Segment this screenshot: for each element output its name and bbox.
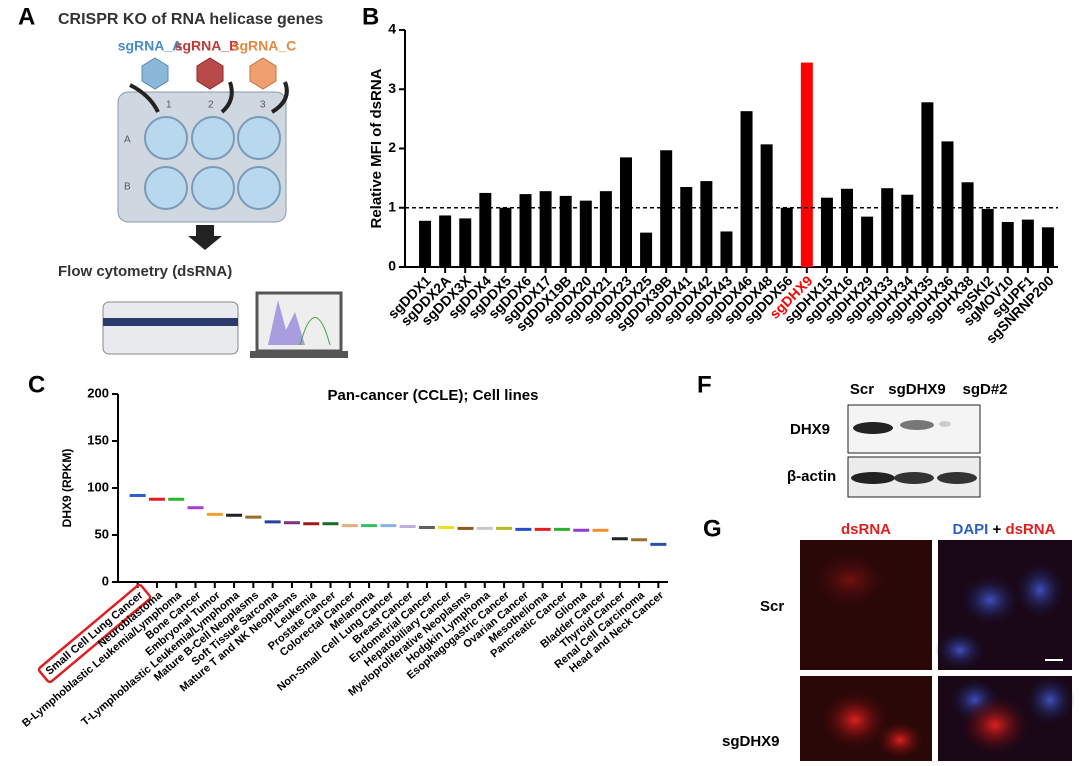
bar: [941, 141, 954, 267]
y-tick-label: 150: [87, 432, 109, 447]
bar: [419, 220, 432, 267]
panel-label: B: [362, 3, 379, 30]
bar: [660, 150, 673, 267]
readout-label: Flow cytometry (dsRNA): [58, 263, 232, 280]
blot-row-label: DHX9: [790, 421, 830, 438]
y-tick-label: 50: [95, 526, 109, 541]
bar: [861, 216, 874, 267]
panel-f: Scr sgDHX9 sgD#2 DHX9 β-actin: [787, 381, 1008, 498]
plate-row: A: [124, 135, 131, 146]
bar: [921, 102, 934, 267]
column-label: dsRNA: [841, 521, 891, 538]
lane-label: sgDHX9: [888, 381, 946, 398]
bar: [599, 191, 612, 267]
bar: [841, 188, 854, 267]
column-label-part: DAPI: [953, 521, 989, 538]
band: [853, 422, 893, 434]
bar: [439, 215, 452, 267]
bar: [559, 195, 572, 267]
bar: [1041, 227, 1054, 267]
y-tick-label: 3: [388, 80, 396, 96]
sgrna-label: sgRNA_A: [118, 38, 183, 54]
plate-column: 1: [166, 100, 172, 111]
y-tick-label: 2: [388, 139, 396, 155]
bar: [579, 200, 592, 267]
y-tick-label: 0: [388, 258, 396, 274]
band: [939, 421, 951, 427]
laptop-base: [250, 351, 348, 358]
row-label: Scr: [760, 598, 784, 615]
column-label: DAPI + dsRNA: [953, 521, 1056, 538]
blot-row-label: β-actin: [787, 468, 836, 485]
band: [894, 472, 934, 484]
plate-row: B: [124, 182, 131, 193]
bar: [760, 144, 773, 267]
bar: [961, 182, 974, 267]
lane-label: Scr: [850, 381, 874, 398]
panel-a: CRISPR KO of RNA helicase genes sgRNA_A …: [58, 11, 348, 358]
bar: [981, 208, 994, 267]
cytometer-band: [103, 318, 238, 326]
plate-column: 3: [260, 100, 266, 111]
lane-label: sgD#2: [962, 381, 1007, 398]
panel-label: F: [697, 371, 712, 398]
y-axis-label: Relative MFI of dsRNA: [368, 68, 385, 228]
highlight-box: [37, 583, 152, 684]
bar: [459, 218, 472, 267]
band: [851, 472, 895, 484]
band: [900, 420, 934, 430]
column-label-part: +: [993, 521, 1002, 538]
panel-label: C: [28, 371, 45, 398]
bar: [680, 187, 693, 267]
hexagon: [141, 57, 169, 90]
bar: [800, 62, 813, 268]
bar: [820, 197, 833, 267]
bar: [1021, 219, 1034, 267]
bar: [881, 188, 894, 267]
histogram-icon: [268, 300, 305, 345]
panel-label: A: [18, 3, 35, 30]
bar: [640, 232, 653, 267]
down-arrow: [188, 225, 222, 250]
hexagon: [196, 57, 224, 90]
y-axis-label: DHX9 (RPKM): [60, 449, 74, 528]
panel-a-title: CRISPR KO of RNA helicase genes: [58, 11, 323, 28]
cytometer: [102, 301, 239, 355]
sgrna-label: sgRNA_B: [175, 38, 240, 54]
sgrna-label: sgRNA_C: [232, 38, 297, 54]
cells: [810, 550, 1075, 760]
bar: [780, 207, 793, 267]
bar: [720, 231, 733, 267]
plate-column: 2: [208, 100, 214, 111]
chart-title: Pan-cancer (CCLE); Cell lines: [328, 387, 539, 404]
wells: [144, 116, 281, 210]
bar: [479, 192, 492, 267]
y-tick-label: 200: [87, 385, 109, 400]
bar: [740, 111, 753, 267]
column-label-part: dsRNA: [1005, 521, 1055, 538]
y-tick-label: 1: [388, 198, 396, 214]
bar: [700, 181, 713, 267]
arrows: [129, 81, 289, 114]
y-tick-label: 4: [388, 21, 396, 37]
hexagon: [249, 57, 277, 90]
band: [937, 472, 977, 484]
bar: [519, 194, 532, 267]
histogram-icon: [299, 317, 331, 346]
bar: [539, 191, 552, 267]
panel-label: G: [703, 515, 722, 542]
y-tick-label: 100: [87, 479, 109, 494]
y-tick-label: 0: [102, 573, 109, 588]
row-label: sgDHX9: [722, 733, 780, 750]
bar: [619, 157, 632, 267]
bar: [499, 207, 512, 267]
panel-g: dsRNA DAPI + dsRNA Scr sgDHX9: [722, 521, 1075, 761]
bar: [901, 194, 914, 267]
bar: [1001, 221, 1014, 267]
